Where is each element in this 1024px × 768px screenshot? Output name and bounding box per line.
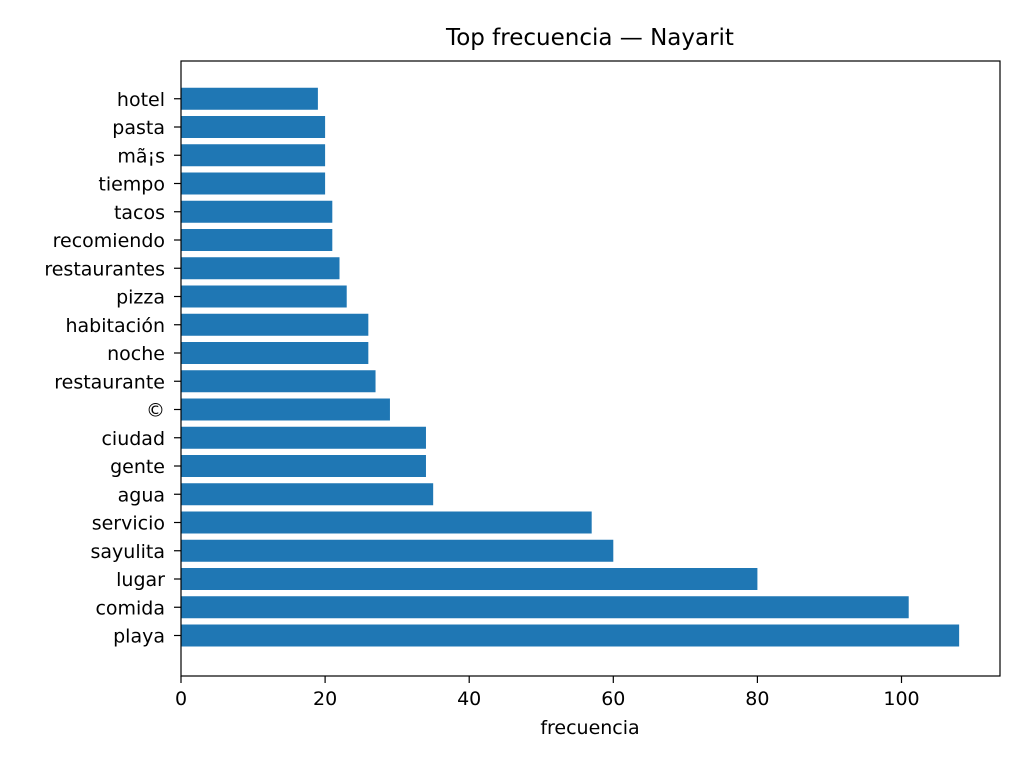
bar-12: [181, 285, 347, 308]
bar-8: [181, 398, 390, 421]
y-tick-label-13: restaurantes: [44, 258, 165, 280]
bar-19: [181, 87, 318, 110]
x-tick-label-4: 80: [745, 688, 769, 710]
y-tick-label-9: restaurante: [54, 371, 165, 393]
bar-2: [181, 568, 758, 590]
bar-17: [181, 144, 326, 167]
y-tick-label-14: recomiendo: [53, 230, 165, 252]
x-tick-label-2: 40: [457, 688, 481, 710]
y-tick-label-7: ciudad: [101, 428, 165, 450]
y-tick-label-6: gente: [110, 456, 165, 478]
plot-frame: [180, 60, 1001, 677]
bar-9: [181, 370, 376, 393]
x-axis-label: frecuencia: [540, 717, 639, 739]
x-tick-label-1: 20: [313, 688, 337, 710]
y-tick-label-18: pasta: [112, 117, 165, 139]
y-tick-label-5: agua: [118, 484, 165, 506]
bar-11: [181, 313, 369, 336]
y-tick-label-3: sayulita: [91, 541, 165, 563]
bar-18: [181, 116, 326, 138]
y-tick-label-8: ©: [146, 400, 165, 422]
chart-title: Top frecuencia — Nayarit: [445, 25, 734, 51]
y-tick-label-15: tacos: [114, 202, 165, 224]
bar-5: [181, 483, 434, 506]
bar-4: [181, 511, 592, 534]
bar-16: [181, 172, 326, 195]
bars-group: [181, 87, 960, 647]
y-tick-label-16: tiempo: [98, 174, 165, 196]
y-tick-label-12: pizza: [116, 287, 165, 309]
bar-10: [181, 342, 369, 364]
bar-15: [181, 200, 333, 223]
y-tick-label-2: lugar: [116, 569, 165, 591]
y-tick-label-1: comida: [95, 597, 165, 619]
bar-0: [181, 624, 960, 647]
bar-7: [181, 426, 426, 449]
x-axis-ticks: 0 20 40 60 80 100: [175, 676, 920, 710]
x-tick-label-5: 100: [883, 688, 919, 710]
y-tick-label-10: noche: [107, 343, 165, 365]
bar-14: [181, 229, 333, 251]
y-tick-label-17: mã¡s: [117, 145, 165, 167]
bar-3: [181, 539, 614, 562]
y-tick-label-11: habitación: [65, 315, 165, 337]
y-axis-ticks: playa comida lugar sayulita servicio agua gent…: [44, 89, 181, 648]
bar-1: [181, 596, 909, 619]
y-tick-label-19: hotel: [117, 89, 165, 111]
bar-6: [181, 455, 426, 477]
y-tick-label-4: servicio: [92, 513, 165, 535]
bar-13: [181, 257, 340, 280]
y-tick-label-0: playa: [113, 626, 165, 648]
x-tick-label-3: 60: [601, 688, 625, 710]
x-tick-label-0: 0: [175, 688, 187, 710]
